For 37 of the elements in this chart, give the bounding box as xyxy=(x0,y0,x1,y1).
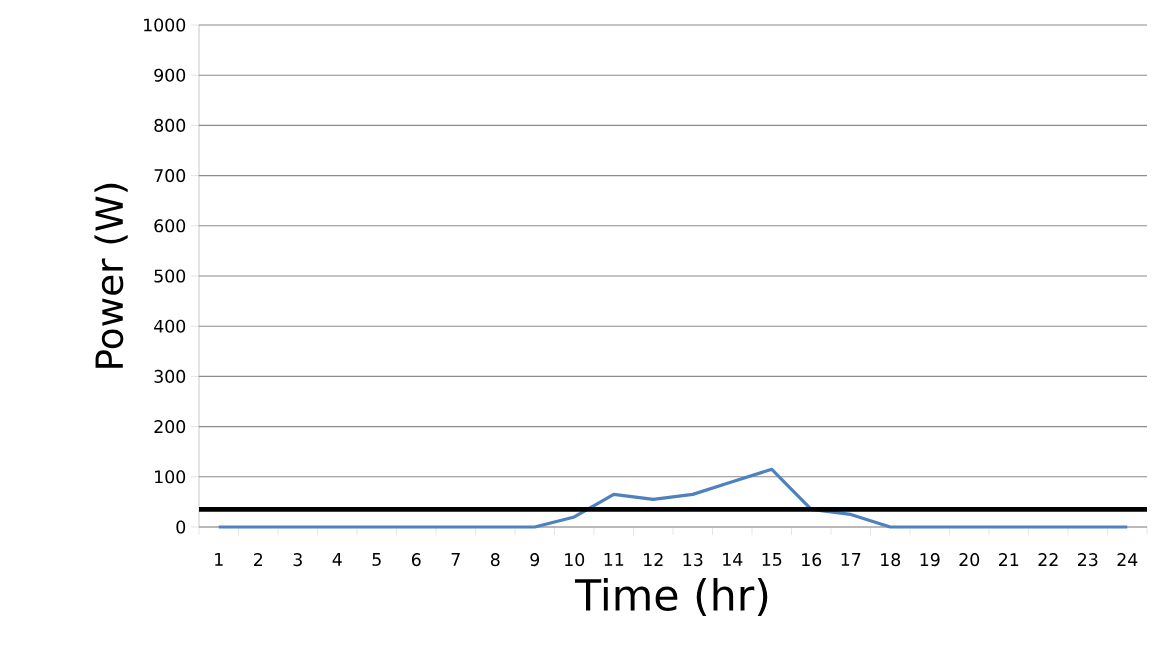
x-tick-label: 1 xyxy=(215,553,223,566)
x-tick-label: 12 xyxy=(644,553,663,566)
y-tick-label: 100 xyxy=(155,470,186,484)
y-tick-label: 400 xyxy=(154,319,186,333)
y-tick-label: 1000 xyxy=(144,18,186,32)
y-tick-label: 500 xyxy=(154,269,186,283)
x-tick-label: 20 xyxy=(959,553,980,567)
x-tick-label: 4 xyxy=(332,553,342,566)
x-tick-label: 2 xyxy=(254,553,263,566)
x-tick-label: 8 xyxy=(490,553,500,567)
x-tick-label: 24 xyxy=(1117,553,1138,566)
x-tick-label: 17 xyxy=(841,553,861,566)
x-tick-label: 5 xyxy=(372,553,381,566)
x-tick-label: 7 xyxy=(451,553,460,566)
x-tick-label: 3 xyxy=(293,553,302,567)
x-tick-label: 14 xyxy=(723,553,743,566)
y-tick-label: 200 xyxy=(154,420,186,434)
y-axis-title: Power (W) xyxy=(94,183,128,368)
x-tick-label: 22 xyxy=(1038,553,1058,566)
x-tick-label: 13 xyxy=(683,553,703,567)
x-tick-label: 16 xyxy=(802,553,822,567)
x-tick-label: 11 xyxy=(604,553,624,566)
y-tick-label: 800 xyxy=(154,118,186,132)
y-tick-label: 900 xyxy=(154,68,186,82)
x-tick-label: 9 xyxy=(530,553,540,567)
x-tick-label: 15 xyxy=(762,553,782,566)
x-tick-label: 18 xyxy=(881,553,901,567)
y-tick-label: 300 xyxy=(154,369,186,383)
x-tick-label: 6 xyxy=(411,553,421,567)
x-tick-label: 23 xyxy=(1078,553,1098,567)
x-axis-title: Time (hr) xyxy=(574,577,768,617)
x-tick-label: 10 xyxy=(565,553,585,567)
x-tick-label: 19 xyxy=(920,553,940,567)
x-tick-label: 21 xyxy=(999,553,1019,566)
y-tick-label: 700 xyxy=(154,169,186,183)
y-tick-label: 0 xyxy=(176,520,186,534)
y-tick-label: 600 xyxy=(154,219,186,233)
